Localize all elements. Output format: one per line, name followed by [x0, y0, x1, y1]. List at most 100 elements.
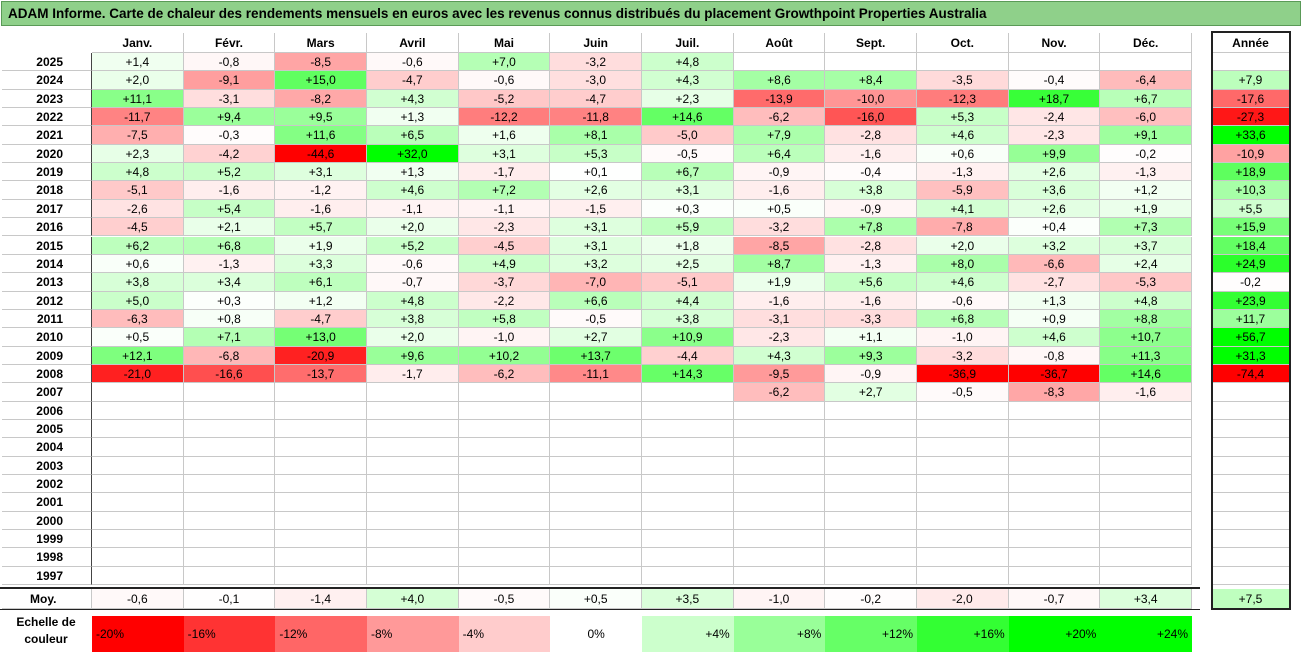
heatmap-cell — [275, 420, 367, 439]
heatmap-cell: -0,2 — [1100, 144, 1193, 164]
column-header-3: Mars — [275, 33, 367, 53]
row-year-label: 2025 — [2, 53, 92, 72]
heatmap-cell: +4,6 — [367, 181, 459, 200]
heatmap-cell: +4,6 — [1008, 328, 1101, 347]
row-year-label: 2008 — [2, 364, 92, 384]
heatmap-cell: -0,5 — [917, 383, 1009, 402]
annual-cell: +24,9 — [1212, 254, 1290, 274]
heatmap-cell — [917, 53, 1009, 72]
heatmap-cell — [367, 401, 459, 420]
column-header-9: Sept. — [825, 33, 918, 53]
heatmap-cell: +4,6 — [917, 126, 1009, 145]
annual-cell: +5,5 — [1212, 199, 1290, 219]
row-year-label: 2024 — [2, 71, 92, 90]
heatmap-cell — [550, 401, 642, 420]
heatmap-cell — [642, 493, 734, 512]
heatmap-cell: -2,7 — [1008, 273, 1101, 292]
heatmap-cell: +0,1 — [550, 163, 642, 182]
annual-cell: +7,9 — [1212, 71, 1290, 90]
heatmap-cell: -2,3 — [1008, 126, 1101, 145]
heatmap-cell: +0,5 — [733, 199, 826, 219]
heatmap-cell: +7,8 — [825, 218, 918, 237]
heatmap-cell: -2,4 — [1008, 108, 1101, 127]
heatmap-cell — [1100, 401, 1193, 420]
heatmap-cell — [92, 511, 184, 531]
heatmap-cell: -12,2 — [458, 108, 551, 127]
column-header-12: Déc. — [1100, 33, 1193, 53]
heatmap-cell: -2,3 — [733, 328, 826, 347]
heatmap-cell: +8,1 — [550, 126, 642, 145]
heatmap-cell: +15,0 — [275, 71, 367, 90]
heatmap-cell: +4,3 — [367, 89, 459, 109]
heatmap-cell: +13,0 — [275, 328, 367, 347]
heatmap-cell — [275, 475, 367, 494]
heatmap-cell: +5,0 — [92, 291, 184, 310]
heatmap-cell: -11,8 — [550, 108, 642, 127]
row-year-label: 2020 — [2, 144, 92, 164]
heatmap-cell — [733, 475, 826, 494]
heatmap-cell — [367, 548, 459, 567]
annual-cell: +18,4 — [1212, 236, 1290, 255]
heatmap-cell: -1,3 — [825, 254, 918, 274]
heatmap-cell — [1100, 475, 1193, 494]
heatmap-cell: +2,6 — [550, 181, 642, 200]
heatmap-cell: +9,6 — [367, 346, 459, 365]
heatmap-cell: -6,4 — [1100, 71, 1193, 90]
heatmap-cell: -7,8 — [917, 218, 1009, 237]
heatmap-cell — [1100, 438, 1193, 457]
average-cell: +0,5 — [550, 589, 642, 609]
heatmap-cell: +6,8 — [183, 236, 276, 255]
heatmap-cell: +2,6 — [1008, 163, 1101, 182]
heatmap-cell — [825, 475, 918, 494]
annual-cell — [1212, 493, 1290, 512]
heatmap-cell — [275, 548, 367, 567]
heatmap-cell: +3,1 — [550, 218, 642, 237]
heatmap-cell: -2,3 — [458, 218, 551, 237]
heatmap-cell — [733, 493, 826, 512]
row-year-label: 2015 — [2, 236, 92, 255]
heatmap-cell — [1100, 530, 1193, 549]
heatmap-cell: +9,5 — [275, 108, 367, 127]
heatmap-cell: +6,5 — [367, 126, 459, 145]
heatmap-cell — [917, 548, 1009, 567]
heatmap-cell — [1100, 548, 1193, 567]
annual-cell: +33,6 — [1212, 126, 1290, 145]
heatmap-cell — [1008, 548, 1101, 567]
heatmap-cell — [458, 456, 551, 476]
heatmap-cell: +3,8 — [367, 309, 459, 329]
heatmap-cell — [825, 566, 918, 586]
heatmap-cell — [733, 53, 826, 72]
heatmap-cell: +2,6 — [1008, 199, 1101, 219]
heatmap-cell: -16,0 — [825, 108, 918, 127]
heatmap-cell — [917, 475, 1009, 494]
heatmap-cell: -0,9 — [733, 163, 826, 182]
heatmap-cell: -6,2 — [733, 108, 826, 127]
heatmap-cell: +10,7 — [1100, 328, 1193, 347]
heatmap-cell: +32,0 — [367, 144, 459, 164]
heatmap-cell — [733, 401, 826, 420]
heatmap-cell — [642, 475, 734, 494]
heatmap-cell: +4,1 — [917, 199, 1009, 219]
heatmap-cell: -0,5 — [642, 144, 734, 164]
heatmap-cell — [275, 456, 367, 476]
heatmap-cell — [642, 456, 734, 476]
annual-cell: +56,7 — [1212, 328, 1290, 347]
heatmap-cell: -7,5 — [92, 126, 184, 145]
heatmap-cell — [733, 530, 826, 549]
heatmap-cell — [275, 383, 367, 402]
heatmap-cell — [825, 456, 918, 476]
heatmap-cell: +9,3 — [825, 346, 918, 365]
heatmap-cell: +2,0 — [367, 218, 459, 237]
row-year-label: 2017 — [2, 199, 92, 219]
heatmap-cell — [92, 456, 184, 476]
heatmap-cell — [367, 438, 459, 457]
average-cell: -0,5 — [458, 589, 551, 609]
average-cell: -0,2 — [825, 589, 918, 609]
heatmap-cell: -3,2 — [917, 346, 1009, 365]
annual-cell: +31,3 — [1212, 346, 1290, 365]
heatmap-cell: -8,5 — [733, 236, 826, 255]
annual-cell — [1212, 456, 1290, 476]
heatmap-cell — [183, 530, 276, 549]
heatmap-cell — [1008, 530, 1101, 549]
